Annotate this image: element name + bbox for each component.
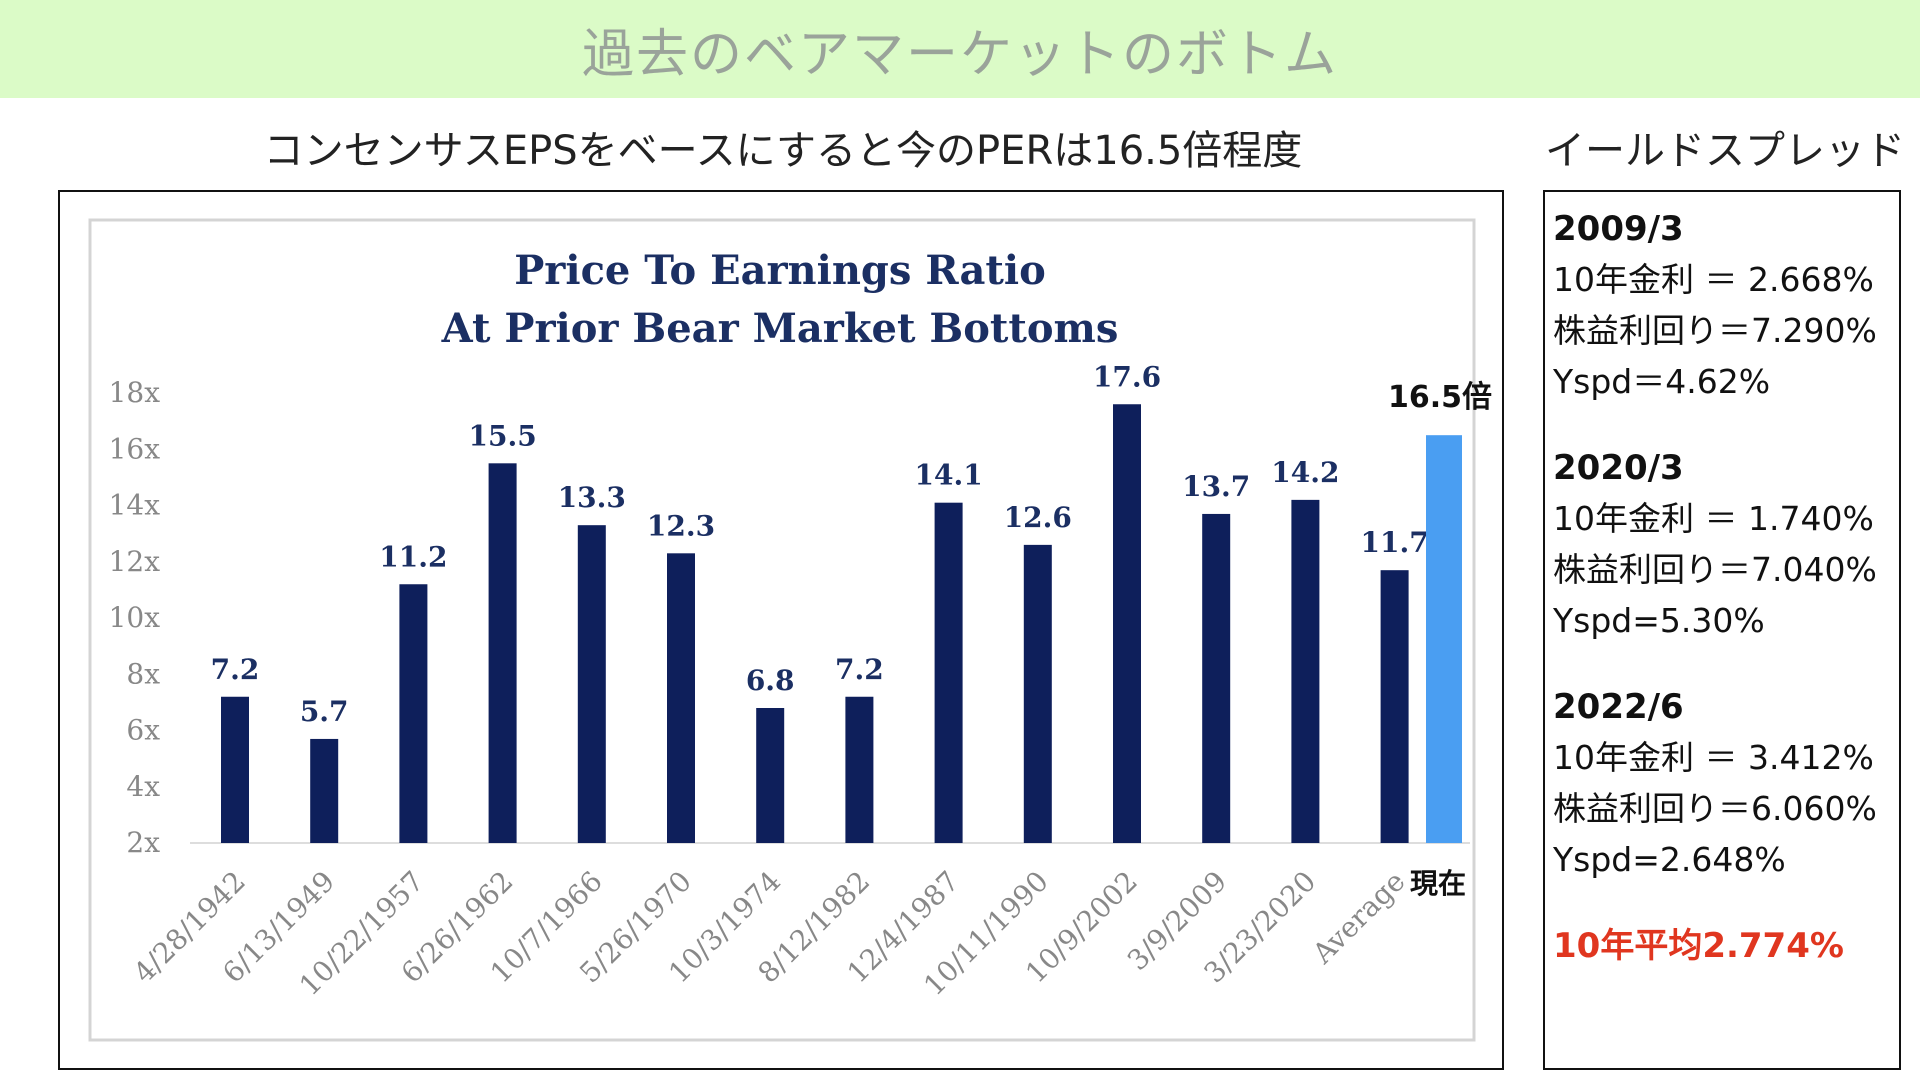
yield-spread-heading: イールドスプレッド [1545,128,1905,174]
chart-frame: Price To Earnings Ratio At Prior Bear Mar… [58,190,1504,1070]
bar [221,696,249,843]
period-line: 株益利回り＝7.290% [1553,311,1877,350]
y-tick-label: 2x [126,826,160,859]
bar-value-label: 14.1 [914,459,982,492]
bar-value-label: 11.2 [379,540,447,573]
bar-value-label: 11.7 [1360,526,1428,559]
period-title: 2009/3 [1553,209,1684,249]
bar [310,738,339,843]
bar-value-label: 15.5 [468,419,536,452]
y-tick-label: 6x [126,714,160,747]
bar [1202,513,1231,843]
bar [577,525,606,843]
chart-inner-panel [88,218,1476,1042]
current-value-label: 16.5倍 [1388,380,1492,415]
period-line: Yspd＝4.62% [1553,362,1771,401]
chart-heading: コンセンサスEPSをベースにすると今のPERは16.5倍程度 [263,128,1303,174]
bar [845,696,874,843]
pe-ratio-bar-chart: Price To Earnings Ratio At Prior Bear Mar… [88,218,1492,1042]
bar [934,502,963,843]
y-tick-label: 18x [109,376,161,409]
bar [1023,544,1052,843]
bar-value-label: 6.8 [746,664,795,697]
bar-value-label: 17.6 [1093,360,1161,393]
spread-period-2022: 2022/6 10年金利 ＝ 3.412% 株益利回り＝6.060% Yspd=… [1553,682,1899,885]
bar [756,708,785,843]
bar [1113,404,1141,843]
bar-value-label: 13.3 [558,481,626,514]
y-tick-label: 16x [109,432,161,465]
bar-value-label: 14.2 [1271,456,1339,489]
spread-period-2020: 2020/3 10年金利 ＝ 1.740% 株益利回り＝7.040% Yspd=… [1553,443,1899,646]
chart-title: Price To Earnings Ratio [514,247,1046,294]
y-tick-label: 8x [126,657,160,690]
bar-value-label: 5.7 [300,695,349,728]
period-line: 10年金利 ＝ 2.668% [1553,260,1874,299]
y-tick-label: 12x [109,545,161,578]
y-tick-label: 4x [126,770,160,803]
yield-spread-panel: 2009/3 10年金利 ＝ 2.668% 株益利回り＝7.290% Yspd＝… [1543,190,1901,1070]
bar [1380,570,1409,843]
y-tick-label: 10x [109,601,161,634]
period-line: 10年金利 ＝ 1.740% [1553,499,1874,538]
chart-subtitle: At Prior Bear Market Bottoms [441,305,1119,352]
current-category-label: 現在 [1410,867,1466,900]
banner-title: 過去のベアマーケットのボトム [581,24,1338,85]
bar [667,553,695,843]
bar [488,463,517,843]
current-bar [1426,435,1462,843]
period-line: Yspd=5.30% [1553,601,1765,640]
bar-value-label: 7.2 [835,653,884,686]
bar-value-label: 12.3 [647,509,715,542]
bar [1291,499,1320,843]
bar-value-label: 13.7 [1182,470,1250,503]
period-title: 2022/6 [1553,687,1684,727]
period-line: Yspd=2.648% [1553,840,1786,879]
period-line: 株益利回り＝6.060% [1553,789,1877,828]
banner: 過去のベアマーケットのボトム [0,0,1920,98]
bar-value-label: 12.6 [1004,501,1072,534]
bar [399,584,428,843]
bar-value-label: 7.2 [211,653,260,686]
period-line: 株益利回り＝7.040% [1553,550,1877,589]
y-tick-label: 14x [109,489,161,522]
ten-year-average: 10年平均2.774% [1553,926,1844,966]
period-line: 10年金利 ＝ 3.412% [1553,738,1874,777]
spread-period-2009: 2009/3 10年金利 ＝ 2.668% 株益利回り＝7.290% Yspd＝… [1553,204,1899,407]
period-title: 2020/3 [1553,448,1684,488]
